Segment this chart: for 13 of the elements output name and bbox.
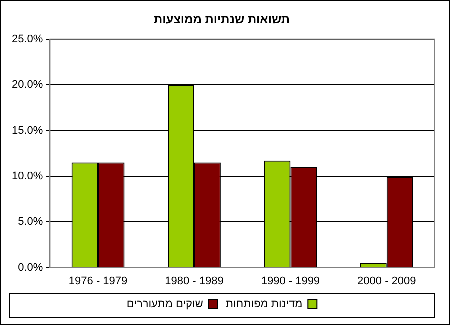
y-tick-label: 0.0% <box>18 262 44 274</box>
x-tick-label: 1980 - 1989 <box>165 275 224 288</box>
y-tick-label: 25.0% <box>12 33 44 46</box>
x-tick-label: 2000 - 2009 <box>358 275 416 288</box>
legend-label: שוקים מתעוררים <box>126 298 204 311</box>
y-tick-label: 15.0% <box>12 124 44 137</box>
x-tick-label: 1990 - 1999 <box>261 275 320 288</box>
y-tick-label: 10.0% <box>12 170 44 182</box>
x-tick-label: 1976 - 1979 <box>68 275 128 288</box>
legend-label: מדינות מפותחות <box>226 298 303 311</box>
y-tick-label: 20.0% <box>12 79 44 92</box>
chart-title: תשואות שנתיות ממוצעות <box>154 12 290 27</box>
y-tick-label: 5.0% <box>18 216 44 228</box>
